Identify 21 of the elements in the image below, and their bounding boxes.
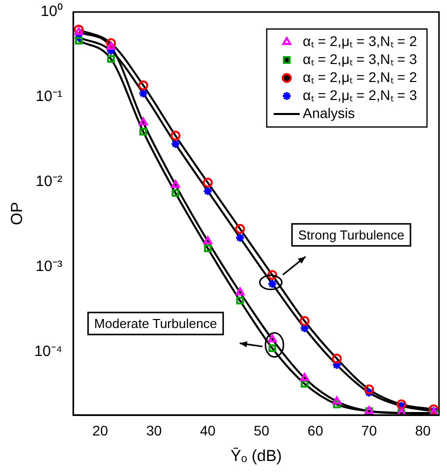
legend-label: αₜ = 2,μₜ = 2,Nₜ = 2	[302, 68, 418, 85]
y-tick-label: 10⁻¹	[36, 88, 62, 106]
legend-label: αₜ = 2,μₜ = 3,Nₜ = 2	[302, 32, 418, 49]
legend-label: αₜ = 2,μₜ = 2,Nₜ = 3	[302, 86, 418, 103]
x-axis-title: Ῡₒ (dB)	[230, 446, 282, 465]
x-tick-label: 70	[361, 422, 378, 438]
x-tick-label: 80	[415, 422, 431, 438]
legend-label: αₜ = 2,μₜ = 3,Nₜ = 3	[302, 50, 418, 67]
y-axis-title: OP	[9, 202, 26, 226]
y-tick-label: 10⁻⁴	[34, 342, 62, 360]
x-tick-label: 40	[200, 422, 216, 438]
legend-label: Analysis	[302, 104, 355, 121]
annotation: Strong Turbulence	[298, 227, 404, 242]
y-tick-label: 10⁻³	[36, 258, 62, 275]
x-tick-label: 30	[146, 422, 162, 438]
x-tick-label: 60	[308, 422, 324, 438]
y-tick-label: 10⁻²	[36, 173, 62, 190]
x-tick-label: 50	[254, 422, 270, 438]
y-tick-label: 10⁰	[40, 3, 62, 20]
annotation: Moderate Turbulence	[94, 316, 218, 332]
x-tick-label: 20	[92, 422, 108, 438]
